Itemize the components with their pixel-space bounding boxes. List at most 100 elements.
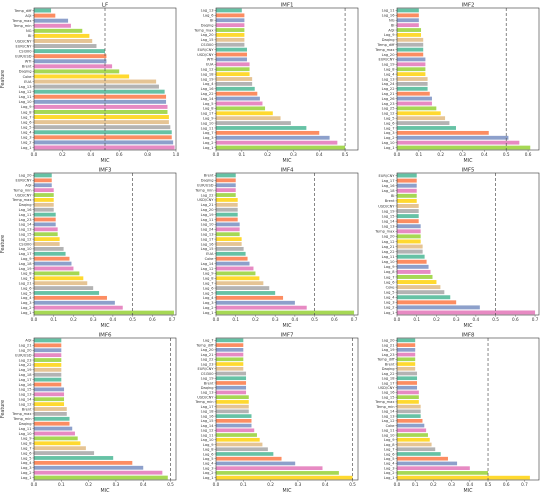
x-tick-label: 0.2 bbox=[264, 152, 271, 157]
bar bbox=[34, 456, 114, 460]
y-tick-label: Daqing bbox=[201, 179, 214, 183]
y-tick-label: Lag_12 bbox=[201, 429, 214, 433]
bar bbox=[397, 447, 436, 452]
y-tick-label: Lag_23 bbox=[201, 362, 214, 366]
bar bbox=[397, 244, 423, 249]
bar bbox=[216, 276, 260, 281]
bar bbox=[34, 367, 62, 372]
y-tick-label: Lag_17 bbox=[19, 378, 32, 382]
chart-panel-imf8: IMF8 Lag_20Lag_21Lag_19Lag_23Temp_diffBre… bbox=[374, 333, 540, 493]
y-tick-label: EUA bbox=[206, 252, 214, 256]
y-tick-label: Lag_21 bbox=[382, 245, 395, 249]
x-tick-label: 0.1 bbox=[416, 152, 423, 157]
bar bbox=[216, 106, 266, 111]
y-tick-label: Lag_18 bbox=[382, 189, 396, 193]
x-tick-label: 0.7 bbox=[169, 317, 176, 322]
x-tick-label: 0.2 bbox=[252, 317, 259, 322]
y-tick-label: Lag_6 bbox=[21, 286, 32, 290]
bar bbox=[397, 347, 416, 352]
y-tick-label: Lag_10 bbox=[201, 121, 215, 125]
x-tick-label: 1.0 bbox=[173, 152, 180, 157]
bar bbox=[34, 377, 62, 382]
bar bbox=[397, 452, 441, 456]
bar bbox=[397, 338, 416, 343]
x-tick-label: 0.5 bbox=[129, 317, 136, 322]
y-tick-label: Lag_3 bbox=[203, 466, 214, 470]
bar bbox=[397, 466, 470, 471]
x-axis-label: MIC bbox=[283, 323, 293, 329]
bar bbox=[34, 188, 54, 193]
x-axis-label: MIC bbox=[464, 158, 474, 164]
y-tick-label: Lag_11 bbox=[201, 218, 214, 222]
bar bbox=[34, 295, 107, 300]
y-tick-label: Daqing bbox=[382, 38, 395, 42]
y-tick-label: Lag_18 bbox=[19, 262, 33, 266]
y-tick-label: Coke bbox=[205, 257, 215, 261]
bar bbox=[397, 274, 433, 279]
x-tick-label: 0.3 bbox=[290, 152, 297, 157]
y-tick-label: Brent bbox=[204, 174, 214, 178]
x-tick-label: 0.2 bbox=[85, 482, 92, 487]
x-tick-label: 0.4 bbox=[481, 152, 488, 157]
y-tick-label: Lag_21 bbox=[382, 343, 395, 347]
bar bbox=[34, 33, 90, 38]
bar bbox=[34, 202, 54, 207]
bar bbox=[216, 37, 245, 42]
bar bbox=[216, 246, 244, 251]
bar bbox=[216, 437, 260, 442]
bar bbox=[216, 256, 248, 261]
bar bbox=[34, 94, 167, 99]
y-tick-label: Coke bbox=[386, 285, 396, 289]
x-tick-label: 0.0 bbox=[213, 482, 220, 487]
y-tick-label: Lag_1 bbox=[203, 311, 214, 315]
bar bbox=[216, 121, 291, 125]
y-tick-label: Lag_9 bbox=[21, 437, 32, 441]
y-tick-label: Lag_18 bbox=[382, 377, 396, 381]
y-tick-label: Temp_min bbox=[194, 188, 213, 192]
bar bbox=[397, 290, 445, 295]
bar bbox=[216, 91, 258, 96]
bar bbox=[397, 140, 520, 145]
chart-title: IMF8 bbox=[461, 333, 475, 339]
bar bbox=[34, 64, 113, 69]
bar bbox=[216, 475, 353, 480]
bar bbox=[216, 447, 268, 452]
y-tick-label: EUR/CNY bbox=[378, 174, 395, 178]
y-tick-label: Lag_6 bbox=[384, 121, 395, 125]
y-tick-label: Lag_6 bbox=[21, 120, 32, 124]
bar bbox=[216, 291, 276, 295]
plot-frame bbox=[396, 7, 540, 151]
x-tick-label: 0.6 bbox=[512, 317, 519, 322]
bar bbox=[397, 52, 424, 57]
x-tick-label: 0.1 bbox=[238, 152, 245, 157]
bar bbox=[216, 77, 253, 81]
y-tick-label: Lag_11 bbox=[201, 126, 214, 130]
bar bbox=[34, 193, 54, 197]
bar bbox=[216, 42, 245, 47]
bar bbox=[397, 77, 428, 81]
y-tick-label: Lag_1 bbox=[21, 146, 32, 150]
bar bbox=[34, 343, 62, 348]
y-tick-label: Coke bbox=[23, 75, 33, 79]
y-tick-label: Lag_17 bbox=[382, 179, 395, 183]
y-tick-label: Lag_21 bbox=[201, 203, 214, 207]
y-tick-label: Brent bbox=[22, 65, 32, 69]
y-tick-label: Lag_6 bbox=[384, 280, 395, 284]
bar bbox=[34, 310, 175, 315]
bar bbox=[397, 395, 419, 400]
y-tick-label: USD/CNY bbox=[15, 193, 32, 197]
y-tick-label: Lag_17 bbox=[19, 252, 32, 256]
bar bbox=[397, 234, 421, 239]
chart-title: IMF7 bbox=[280, 333, 294, 339]
bar bbox=[397, 18, 419, 23]
y-tick-label: Lag_3 bbox=[21, 136, 32, 140]
x-tick-label: 0.3 bbox=[90, 317, 97, 322]
x-tick-label: 0.1 bbox=[232, 317, 239, 322]
y-tick-label: Daqing bbox=[19, 203, 32, 207]
bar bbox=[397, 343, 416, 347]
bar bbox=[397, 106, 437, 111]
bar bbox=[397, 414, 421, 418]
y-tick-label: Lag_5 bbox=[384, 457, 395, 461]
bar bbox=[397, 357, 416, 362]
y-tick-label: Lag_16 bbox=[19, 383, 33, 387]
